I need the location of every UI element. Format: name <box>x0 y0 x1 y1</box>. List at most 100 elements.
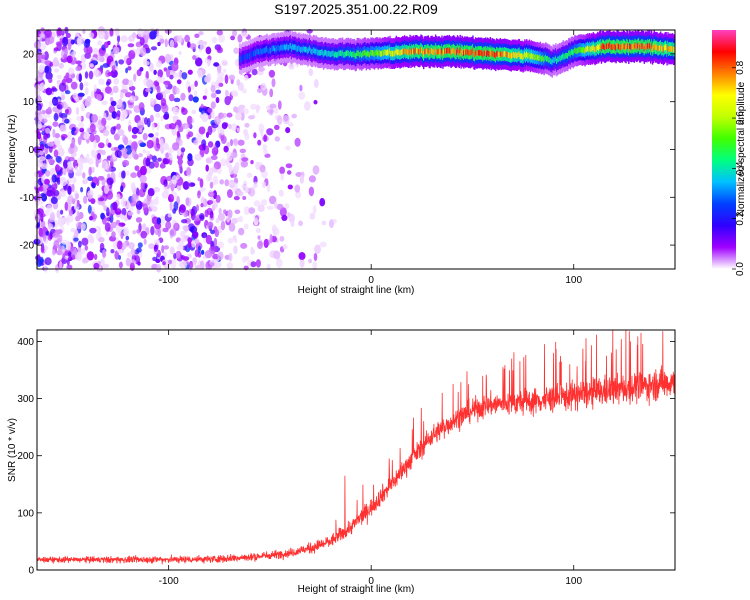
spectrogram-signal-cell <box>407 49 409 56</box>
spectrogram-cell <box>313 100 318 105</box>
spectrogram-signal-cell <box>365 52 367 58</box>
spectrogram-cell <box>205 157 212 164</box>
spectrogram-signal-cell <box>572 50 574 56</box>
spectrogram-signal-cell <box>618 43 620 50</box>
spectrogram-cell <box>67 195 74 205</box>
spectrogram-signal-cell <box>290 42 292 49</box>
spectrogram-cell <box>149 201 155 209</box>
spectrogram-signal-cell <box>574 47 576 53</box>
spectrogram-cell <box>178 138 183 147</box>
spectrogram-signal-cell <box>465 48 468 55</box>
spectrogram-cell <box>211 155 218 161</box>
spectrogram-cell <box>194 80 198 87</box>
spectrogram-cell <box>125 67 129 74</box>
spectrogram-cell <box>172 142 180 151</box>
spectrogram-signal-cell <box>308 47 310 53</box>
spectrogram-signal-cell <box>493 51 495 57</box>
spectrogram-cell <box>182 256 190 261</box>
spectrogram-signal-cell <box>486 49 489 56</box>
spectrogram-cell <box>76 199 80 208</box>
spectrogram-cell <box>58 82 67 92</box>
spectrogram-signal-cell <box>333 52 336 59</box>
spectrogram-signal-cell <box>553 57 555 64</box>
spectrogram-signal-cell <box>256 48 258 55</box>
spectrogram-signal-cell <box>405 48 408 55</box>
spectrogram-cell <box>189 260 193 269</box>
spectrogram-signal-cell <box>598 45 600 51</box>
spectrogram-signal-cell <box>586 46 588 53</box>
spectrogram-cell <box>260 83 267 91</box>
spectrogram-cell <box>163 80 171 85</box>
spectrogram-signal-cell <box>639 44 641 51</box>
spectrogram-cell <box>224 179 230 187</box>
spectrogram-cell <box>36 162 42 168</box>
spectrogram-cell <box>103 30 109 40</box>
spectrogram-signal-cell <box>480 49 482 56</box>
spectrogram-cell <box>272 227 277 237</box>
spectrogram-cell <box>89 63 94 68</box>
spectrogram-cell <box>154 160 159 168</box>
spectrogram-cell <box>298 220 303 227</box>
spectrogram-cell <box>116 193 121 200</box>
spectrogram-cell <box>66 55 73 64</box>
spectrogram-signal-cell <box>542 55 544 61</box>
spectrogram-cell <box>70 228 76 233</box>
spectrogram-cell <box>93 84 97 93</box>
spectrogram-signal-cell <box>499 50 501 57</box>
spectrogram-cell <box>128 242 135 250</box>
spectrogram-cell <box>285 127 291 134</box>
spectrogram-signal-cell <box>439 49 441 56</box>
spectrogram-signal-cell <box>427 47 429 54</box>
spectrogram-cell <box>168 194 174 203</box>
spectrogram-cell <box>45 170 51 177</box>
spectrogram-cell <box>96 94 102 101</box>
spectrogram-signal-cell <box>385 50 388 56</box>
spectrogram-signal-cell <box>543 57 545 63</box>
spectrogram-signal-cell <box>619 44 622 51</box>
spectrogram-cell <box>165 221 172 230</box>
spectrogram-cell <box>97 40 103 46</box>
spectrogram-cell <box>135 217 143 223</box>
spectrogram-cell <box>312 165 320 175</box>
spectrogram-signal-cell <box>638 41 640 48</box>
spectrogram-signal-cell <box>293 44 295 51</box>
snr-y-ticks: 0 100 200 300 400 <box>17 337 675 577</box>
spectrogram-signal-cell <box>549 58 552 64</box>
spectrogram-cell <box>199 178 204 188</box>
spectrogram-cell <box>190 83 195 91</box>
spectrogram-signal-cell <box>511 52 513 58</box>
spectrogram-signal-cell <box>429 50 431 56</box>
spectrogram-cell <box>128 50 136 60</box>
spectrogram-signal-cell <box>362 50 365 57</box>
spectrogram-cell <box>243 128 248 136</box>
spectrogram-cell <box>166 175 173 182</box>
spectrogram-signal-cell <box>302 45 305 52</box>
spectrogram-cell <box>53 113 59 122</box>
spectrogram-cell <box>243 265 249 271</box>
spectrogram-signal-cell <box>556 58 558 64</box>
spectrogram-cell <box>106 177 114 186</box>
spectrogram-signal-cell <box>657 45 659 52</box>
spectrogram-signal-cell <box>458 50 460 56</box>
spectrogram-cell <box>218 112 224 119</box>
spectrogram-signal-cell <box>564 53 566 60</box>
spectrogram-cell <box>159 38 165 44</box>
spectrogram-signal-cell <box>422 48 424 55</box>
spectrogram-signal-cell <box>620 43 623 50</box>
spectrogram-signal-cell <box>627 43 629 50</box>
spectrogram-cell <box>55 155 62 163</box>
spectrogram-cell <box>55 164 60 173</box>
spectrogram-cell <box>123 227 129 237</box>
spectrogram-cell <box>274 124 280 130</box>
spectrogram-signal-cell <box>441 47 443 54</box>
spectrogram-cell <box>113 125 117 131</box>
spectrogram-signal-cell <box>513 51 515 58</box>
spectrogram-signal-cell <box>481 50 483 56</box>
spectrogram-cell <box>284 203 290 210</box>
spectrogram-cell <box>60 134 68 139</box>
spectrogram-cell <box>173 201 179 211</box>
spectrogram-cell <box>226 141 231 148</box>
spectrogram-cell <box>204 76 210 83</box>
spectrogram-cell <box>89 133 95 143</box>
spectrogram-signal-cell <box>382 50 385 57</box>
